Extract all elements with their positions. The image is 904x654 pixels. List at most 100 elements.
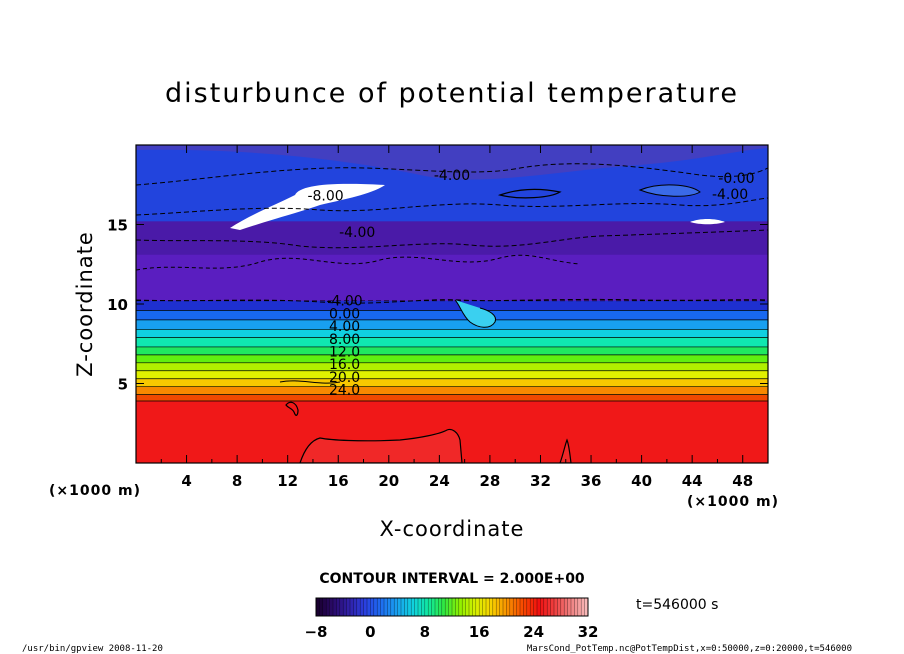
x-tick-label: 12 [277,472,298,490]
colorbar-ticks: −8 0 8 16 24 32 [304,623,598,641]
colorbar-swatch [445,598,449,616]
x-tick-label: 8 [232,472,242,490]
colorbar-swatch [554,598,558,616]
colorbar-swatch [373,598,378,616]
contour-label: -4.00 [326,294,362,310]
contour-label: -4.00 [712,187,748,203]
colorbar-swatch [316,598,320,616]
colorbar-swatch [520,598,524,616]
contour-label: -8.00 [307,189,343,205]
colorbar-swatch [465,598,470,616]
colorbar-swatch [319,598,324,616]
x-axis-ticks: 4 8 12 16 20 24 28 32 36 40 44 48 [160,145,753,490]
colorbar-swatch [496,598,500,616]
contour-label: 8.00 [329,332,360,348]
colorbar-swatch [394,598,398,616]
x-tick-label: 16 [328,472,349,490]
footer-left: /usr/bin/gpview 2008-11-20 [22,644,163,654]
contour-label: 0.00 [329,306,360,322]
colorbar-swatch [509,598,514,616]
colorbar-swatch [482,598,487,616]
colorbar-swatch [448,598,453,616]
colorbar-swatch [387,598,392,616]
upper-disturbance-features [136,145,768,328]
colorbar-swatch [462,598,466,616]
colorbar-swatch [547,598,551,616]
y-axis-ticks: 5 10 15 [107,217,768,394]
colorbar-swatch [350,598,354,616]
colorbar-swatch [503,598,507,616]
colorbar [315,598,589,616]
colorbar-tick-label: 0 [365,623,375,641]
colorbar-swatch [486,598,490,616]
colorbar-swatch [336,598,341,616]
colorbar-swatch [390,598,395,616]
x-tick-label: 4 [181,472,191,490]
x-tick-label: 40 [631,472,652,490]
colorbar-swatch [489,598,494,616]
x-tick-label: 20 [378,472,399,490]
plot-area: -8.00-4.00 -0.00-4.00-4.00-4.000.004.008.… [136,145,768,463]
colorbar-swatch [353,598,358,616]
x-axis-title: X-coordinate [380,517,525,541]
colorbar-tick-label: 24 [523,623,544,641]
colorbar-swatch [516,598,521,616]
colorbar-swatch [397,598,402,616]
colorbar-swatch [523,598,528,616]
colorbar-swatch [326,598,330,616]
colorbar-swatch [499,598,504,616]
colorbar-frame [315,597,589,617]
contour-label: 16.0 [329,357,360,373]
colorbar-swatch [571,598,575,616]
colorbar-swatch [574,598,579,616]
colorbar-swatch [377,598,381,616]
colorbar-tick-label: 8 [420,623,430,641]
contour-label: 24.0 [329,383,360,399]
lower-disturbance-features [279,380,572,463]
x-unit-label: (×1000 m) [687,494,779,510]
contour-label: -0.00 [718,171,754,187]
colorbar-swatch [407,598,412,616]
white-region-left [230,183,385,230]
contour-label: -4.00 [434,168,470,184]
colorbar-swatch [346,598,351,616]
x-tick-label: 36 [581,472,602,490]
colorbar-swatch [564,598,568,616]
colorbar-swatch [584,598,589,616]
x-tick-label: 24 [429,472,450,490]
colorbar-swatch [343,598,347,616]
x-tick-label: 44 [682,472,703,490]
colorbar-tick-label: 16 [469,623,490,641]
colorbar-swatch [469,598,473,616]
colorbar-swatch [333,598,337,616]
time-label: t=546000 s [636,597,718,613]
colorbar-swatch [384,598,388,616]
colorbar-swatch [533,598,538,616]
colorbar-swatch [424,598,429,616]
contour-label: 4.00 [329,319,360,335]
colorbar-swatch [401,598,405,616]
colorbar-swatch [339,598,344,616]
colorbar-swatch [513,598,517,616]
colorbar-swatch [322,598,327,616]
colorbar-swatch [472,598,477,616]
colorbar-swatch [530,598,534,616]
colorbar-swatch [421,598,426,616]
colorbar-swatch [418,598,422,616]
y-tick-label: 5 [118,376,128,394]
y-unit-label: (×1000 m) [49,483,141,499]
colorbar-tick-label: −8 [304,623,327,641]
colorbar-swatch [492,598,497,616]
colorbar-swatch [581,598,585,616]
colorbar-swatch [557,598,562,616]
colorbar-swatch [438,598,443,616]
footer-right: MarsCond_PotTemp.nc@PotTempDist,x=0:5000… [527,644,852,654]
colorbar-swatch [380,598,385,616]
colorbar-swatch [540,598,545,616]
colorbar-swatch [356,598,361,616]
contour-interval-label: CONTOUR INTERVAL = 2.000E+00 [319,571,585,587]
colorbar-swatch [360,598,364,616]
y-axis-title: Z-coordinate [73,231,97,377]
colorbar-swatch [411,598,415,616]
contour-label: 20.0 [329,370,360,386]
